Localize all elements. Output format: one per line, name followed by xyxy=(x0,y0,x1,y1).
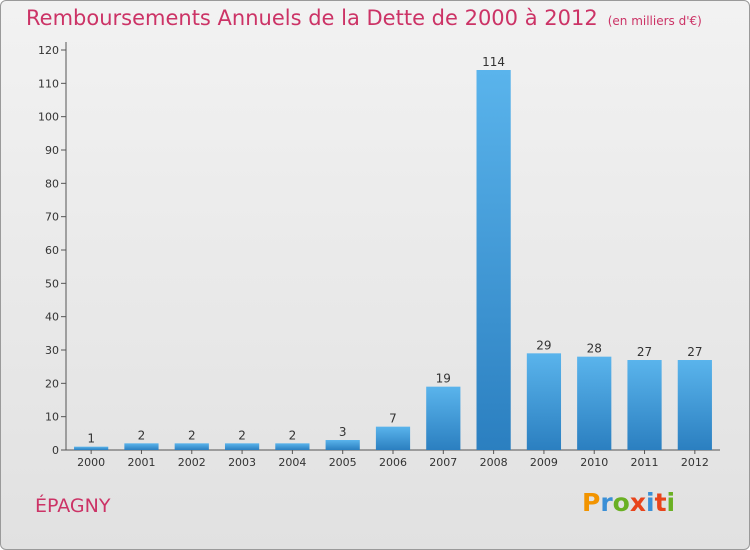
logo-letter: i xyxy=(646,488,655,517)
x-tick-label: 2000 xyxy=(77,456,105,469)
y-tick-label: 110 xyxy=(38,77,59,90)
bar xyxy=(74,446,109,450)
bar xyxy=(526,353,562,450)
x-tick-label: 2009 xyxy=(530,456,558,469)
x-tick-label: 2007 xyxy=(429,456,457,469)
logo-letter: i xyxy=(666,488,676,517)
logo-letter: P xyxy=(582,488,601,517)
y-tick-label: 80 xyxy=(45,177,59,190)
bar xyxy=(577,356,612,450)
bar xyxy=(426,386,461,450)
proxiti-logo[interactable]: Proxiti xyxy=(582,488,675,517)
logo-letter: r xyxy=(600,488,613,517)
bar-value-label: 2 xyxy=(188,428,196,442)
y-tick-label: 30 xyxy=(45,344,59,357)
bar-value-label: 1 xyxy=(87,432,95,446)
x-tick-label: 2001 xyxy=(127,456,155,469)
x-tick-label: 2008 xyxy=(480,456,508,469)
y-tick-label: 100 xyxy=(38,111,59,124)
x-tick-label: 2005 xyxy=(329,456,357,469)
bar-value-label: 114 xyxy=(482,55,505,69)
logo-letter: o xyxy=(612,488,630,517)
x-tick-label: 2003 xyxy=(228,456,256,469)
bar-value-label: 2 xyxy=(138,428,146,442)
x-tick-label: 2012 xyxy=(681,456,709,469)
x-tick-label: 2006 xyxy=(379,456,407,469)
y-tick-label: 10 xyxy=(45,411,59,424)
chart-title-text: Remboursements Annuels de la Dette de 20… xyxy=(26,6,598,30)
y-tick-label: 60 xyxy=(45,244,59,257)
chart-unit: (en milliers d'€) xyxy=(607,14,702,28)
bar xyxy=(174,443,209,450)
bar-value-label: 29 xyxy=(536,338,551,352)
x-tick-label: 2011 xyxy=(631,456,659,469)
x-tick-label: 2010 xyxy=(580,456,608,469)
y-tick-label: 0 xyxy=(52,444,59,457)
bar xyxy=(677,360,712,450)
bar xyxy=(325,440,360,450)
y-tick-label: 70 xyxy=(45,211,59,224)
x-tick-label: 2002 xyxy=(178,456,206,469)
bar-value-label: 2 xyxy=(289,428,297,442)
chart-title: Remboursements Annuels de la Dette de 20… xyxy=(26,6,702,30)
logo-letter: t xyxy=(654,488,667,517)
y-tick-label: 50 xyxy=(45,277,59,290)
y-tick-label: 120 xyxy=(38,44,59,57)
bar-value-label: 27 xyxy=(687,345,702,359)
bar-value-label: 3 xyxy=(339,425,347,439)
x-tick-label: 2004 xyxy=(278,456,306,469)
bar xyxy=(124,443,159,450)
y-tick-label: 40 xyxy=(45,311,59,324)
y-tick-label: 90 xyxy=(45,144,59,157)
logo-letter: x xyxy=(629,488,646,517)
bar-value-label: 27 xyxy=(637,345,652,359)
bar-value-label: 19 xyxy=(436,372,451,386)
bar xyxy=(224,443,260,450)
bar-value-label: 2 xyxy=(238,428,246,442)
bar-value-label: 28 xyxy=(587,342,602,356)
bar-value-label: 7 xyxy=(389,412,397,426)
bar xyxy=(275,443,310,450)
bar xyxy=(627,360,662,450)
bar xyxy=(476,70,511,450)
place-name: ÉPAGNY xyxy=(35,495,111,517)
y-tick-label: 20 xyxy=(45,377,59,390)
bar xyxy=(375,426,411,450)
